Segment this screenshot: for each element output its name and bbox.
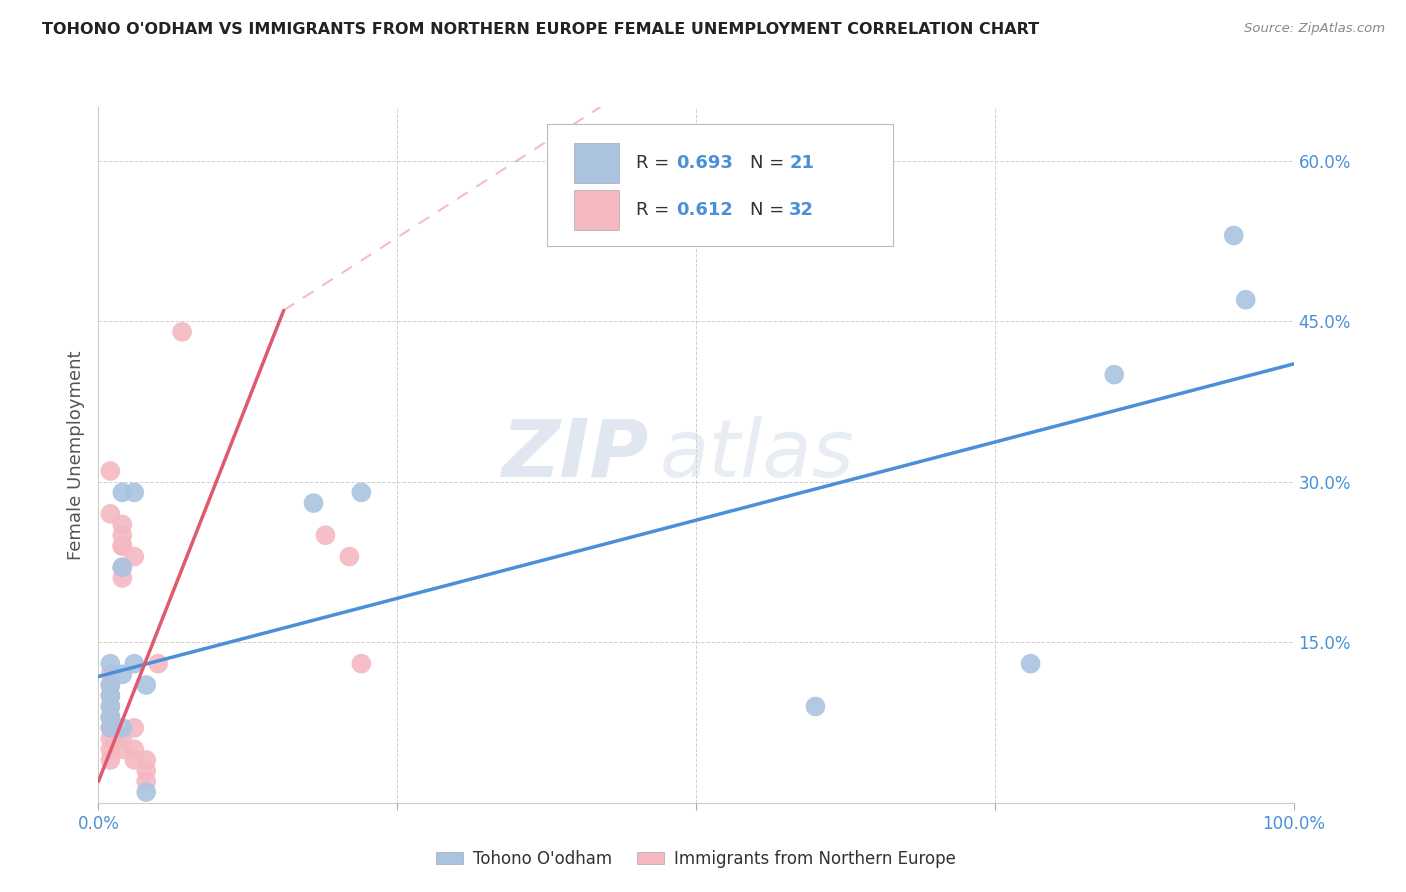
Bar — [574, 190, 620, 230]
Point — [111, 485, 134, 500]
Point — [98, 753, 122, 767]
Point — [124, 721, 146, 735]
Point — [98, 742, 122, 756]
Point — [98, 721, 122, 735]
Point — [350, 657, 373, 671]
Point — [98, 507, 122, 521]
Point — [124, 657, 146, 671]
Point — [111, 560, 134, 574]
Point — [1222, 228, 1246, 243]
Point — [98, 689, 122, 703]
Point — [1102, 368, 1125, 382]
Point — [98, 710, 122, 724]
Text: N =: N = — [749, 153, 790, 171]
Point — [1234, 293, 1257, 307]
Point — [148, 657, 170, 671]
Y-axis label: Female Unemployment: Female Unemployment — [66, 351, 84, 559]
Point — [98, 699, 122, 714]
Point — [98, 464, 122, 478]
Point — [315, 528, 337, 542]
Point — [804, 699, 827, 714]
Point — [124, 753, 146, 767]
Point — [111, 731, 134, 746]
Point — [111, 539, 134, 553]
Bar — [574, 143, 620, 183]
Point — [98, 731, 122, 746]
Point — [111, 667, 134, 681]
Text: R =: R = — [636, 201, 675, 219]
FancyBboxPatch shape — [547, 124, 893, 246]
Point — [337, 549, 360, 564]
Point — [98, 667, 122, 681]
Point — [111, 517, 134, 532]
Point — [124, 549, 146, 564]
Point — [98, 678, 122, 692]
Point — [172, 325, 194, 339]
Point — [111, 742, 134, 756]
Point — [124, 485, 146, 500]
Point — [111, 528, 134, 542]
Text: ZIP: ZIP — [501, 416, 648, 494]
Text: N =: N = — [749, 201, 790, 219]
Text: TOHONO O'ODHAM VS IMMIGRANTS FROM NORTHERN EUROPE FEMALE UNEMPLOYMENT CORRELATIO: TOHONO O'ODHAM VS IMMIGRANTS FROM NORTHE… — [42, 22, 1039, 37]
Point — [98, 678, 122, 692]
Legend: Tohono O'odham, Immigrants from Northern Europe: Tohono O'odham, Immigrants from Northern… — [430, 843, 962, 874]
Point — [135, 753, 157, 767]
Point — [111, 560, 134, 574]
Point — [135, 764, 157, 778]
Point — [302, 496, 325, 510]
Text: atlas: atlas — [661, 416, 855, 494]
Point — [98, 689, 122, 703]
Text: 32: 32 — [789, 201, 814, 219]
Point — [135, 678, 157, 692]
Point — [124, 742, 146, 756]
Point — [350, 485, 373, 500]
Point — [111, 721, 134, 735]
Point — [1019, 657, 1042, 671]
Point — [111, 571, 134, 585]
Point — [135, 785, 157, 799]
Text: R =: R = — [636, 153, 675, 171]
Text: 21: 21 — [789, 153, 814, 171]
Point — [98, 710, 122, 724]
Point — [98, 657, 122, 671]
Point — [98, 710, 122, 724]
Point — [98, 699, 122, 714]
Text: 0.693: 0.693 — [676, 153, 733, 171]
Point — [111, 539, 134, 553]
Text: Source: ZipAtlas.com: Source: ZipAtlas.com — [1244, 22, 1385, 36]
Point — [135, 774, 157, 789]
Text: 0.612: 0.612 — [676, 201, 733, 219]
Point — [98, 721, 122, 735]
